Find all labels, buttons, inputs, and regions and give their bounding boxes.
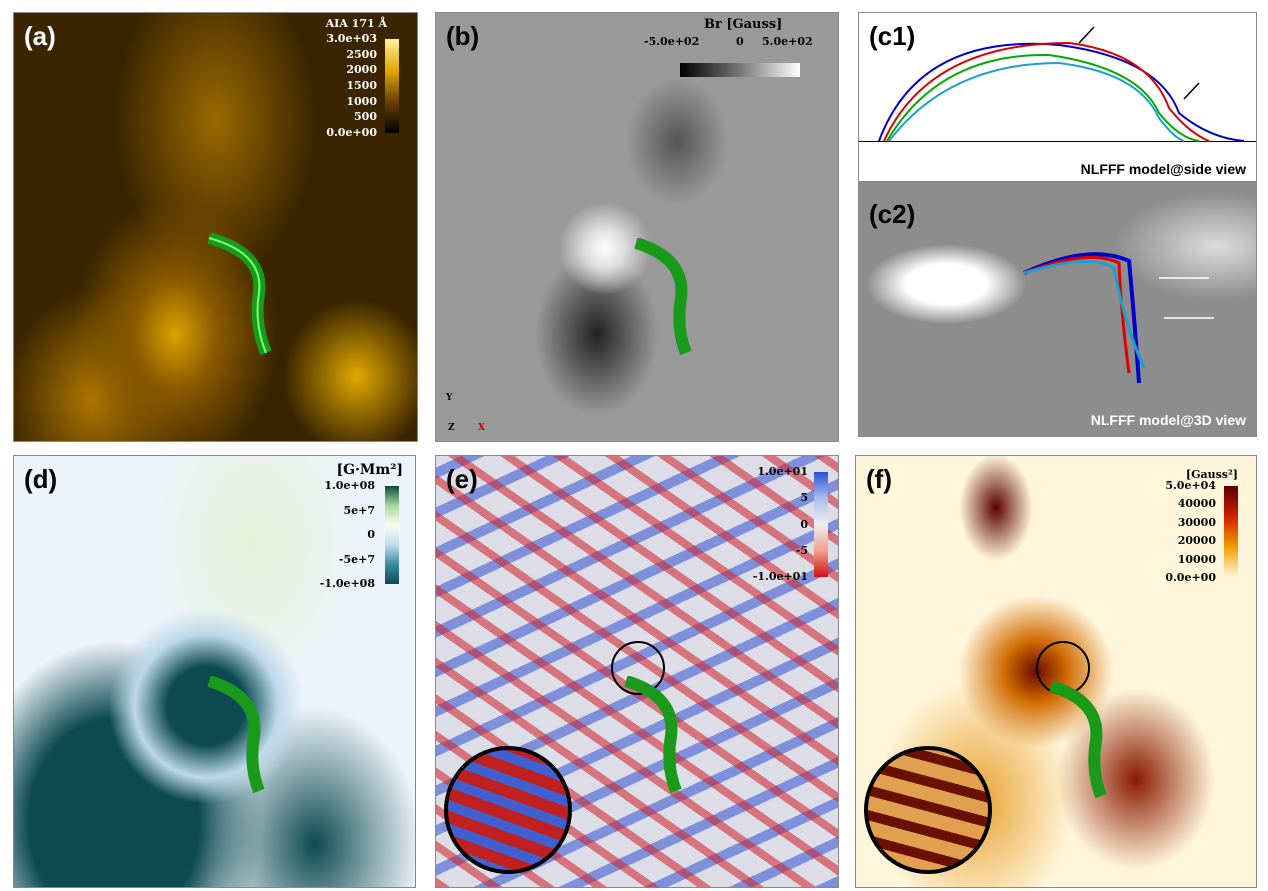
flux-rope xyxy=(1049,681,1107,799)
colorbar-tick: 20000 xyxy=(1177,534,1216,548)
colorbar-tick: 5 xyxy=(800,491,808,505)
zoom-region-circle xyxy=(611,641,665,695)
colorbar-tick: 5e+7 xyxy=(343,503,375,517)
caption: NLFFF model@3D view xyxy=(1090,412,1246,428)
axis-x-label: X xyxy=(478,423,485,433)
colorbar xyxy=(1224,486,1238,578)
panel-c2-3d-view: (c2) NLFFF model@3D view xyxy=(858,182,1257,437)
colorbar-tick: 2500 xyxy=(346,47,377,61)
field-lines xyxy=(1023,252,1214,384)
flux-rope xyxy=(207,233,272,356)
flux-rope xyxy=(207,676,265,794)
colorbar-tick: 3.0e+03 xyxy=(326,32,377,45)
flux-rope xyxy=(624,676,682,794)
field-lines xyxy=(878,26,1245,142)
panel-c1-side-view: (c1) NLFFF model@side view xyxy=(858,12,1257,182)
colorbar-tick: 10000 xyxy=(1177,552,1216,566)
panel-label: (e) xyxy=(446,464,478,494)
panel-label: (f) xyxy=(866,464,892,494)
colorbar-tick: -1.0e+01 xyxy=(752,570,808,583)
colorbar-tick: 0 xyxy=(800,517,808,531)
colorbar-tick: -5 xyxy=(795,543,808,557)
panel-e: (e) 1.0e+01 5 0 -5 -1.0e+01 xyxy=(435,455,839,888)
caption: NLFFF model@side view xyxy=(1080,161,1246,177)
colorbar-tick: 1.0e+01 xyxy=(757,465,808,478)
colorbar-tick: -5e+7 xyxy=(338,552,375,566)
colorbar-tick: 0 xyxy=(367,528,375,541)
colorbar-tick: 0.0e+00 xyxy=(1165,571,1216,584)
colorbar-title: [Gauss²] xyxy=(1185,468,1238,481)
colorbar-tick: 500 xyxy=(354,110,377,124)
colorbar xyxy=(385,486,399,584)
colorbar-tick: -1.0e+08 xyxy=(319,577,375,590)
panel-d: (d) [G·Mm²] 1.0e+08 5e+7 0 -5e+7 -1.0e+08 xyxy=(13,455,416,888)
colorbar-tick: 1500 xyxy=(346,79,377,92)
colorbar-tick: 1000 xyxy=(346,94,377,108)
colorbar-title: Br [Gauss] xyxy=(704,17,783,32)
colorbar xyxy=(814,472,828,577)
panel-a-aia171: (a) AIA 171 Å 3.0e+03 2500 2000 1500 1000 500… xyxy=(13,12,418,442)
colorbar-tick: -5.0e+02 xyxy=(644,35,700,48)
colorbar-tick: 5.0e+04 xyxy=(1165,479,1216,492)
panel-label: (a) xyxy=(24,21,56,51)
panel-f: (f) [Gauss²] 5.0e+04 40000 30000 20000 10000… xyxy=(855,455,1257,888)
colorbar xyxy=(385,39,399,133)
panel-label: (d) xyxy=(24,464,58,494)
flux-rope xyxy=(634,238,692,356)
axis-y-label: Y xyxy=(446,393,453,403)
panel-label: (b) xyxy=(446,21,480,51)
panel-b-br-field-lines: (b) Br [Gauss] -5.0e+02 0 5.0e+02 Y Z X xyxy=(435,12,839,442)
colorbar-tick: 30000 xyxy=(1177,515,1216,529)
colorbar xyxy=(680,63,800,77)
colorbar-tick: 0 xyxy=(736,35,744,48)
colorbar-tick: 1.0e+08 xyxy=(324,479,375,492)
colorbar-tick: 40000 xyxy=(1177,497,1216,511)
panel-label: (c2) xyxy=(869,199,916,229)
zoom-inset xyxy=(444,746,572,874)
colorbar-tick: 0.0e+00 xyxy=(326,126,377,139)
zoom-inset xyxy=(864,746,992,874)
colorbar-tick: 2000 xyxy=(346,63,377,77)
colorbar-title: AIA 171 Å xyxy=(325,17,387,30)
baseline xyxy=(859,141,1256,142)
axis-z-label: Z xyxy=(448,423,455,433)
panel-label: (c1) xyxy=(869,21,916,51)
colorbar-title: [G·Mm²] xyxy=(336,462,403,478)
colorbar-tick: 5.0e+02 xyxy=(762,35,813,48)
